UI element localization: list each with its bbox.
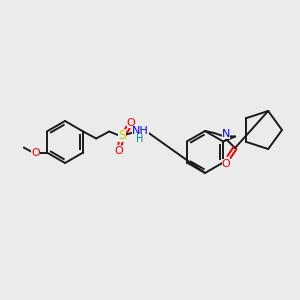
Text: O: O: [32, 148, 40, 158]
Text: NH: NH: [132, 127, 148, 136]
Text: O: O: [222, 159, 230, 169]
Text: N: N: [222, 129, 230, 139]
Text: O: O: [127, 118, 136, 128]
Text: H: H: [136, 134, 144, 143]
Text: O: O: [115, 146, 124, 155]
Text: S: S: [118, 129, 126, 142]
